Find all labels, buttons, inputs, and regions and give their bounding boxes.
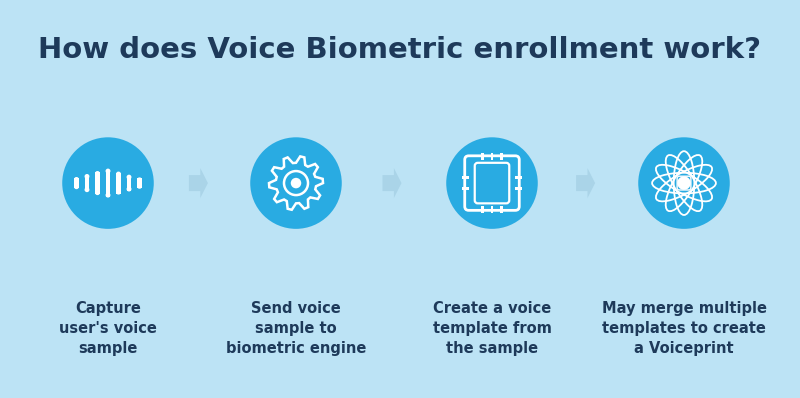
Bar	[482, 153, 484, 160]
Circle shape	[638, 137, 730, 229]
Circle shape	[106, 169, 110, 174]
Circle shape	[74, 184, 79, 189]
Polygon shape	[382, 168, 402, 198]
Text: Send voice
sample to
biometric engine: Send voice sample to biometric engine	[226, 301, 366, 356]
Circle shape	[85, 174, 90, 179]
Text: Create a voice
template from
the sample: Create a voice template from the sample	[433, 301, 551, 356]
Circle shape	[446, 137, 538, 229]
Circle shape	[95, 171, 100, 176]
Bar	[106, 170, 110, 197]
Bar	[500, 153, 502, 160]
Bar	[500, 206, 502, 213]
Circle shape	[116, 190, 121, 195]
Bar	[462, 187, 469, 190]
Polygon shape	[576, 168, 595, 198]
Bar	[85, 175, 90, 191]
Bar	[490, 153, 494, 160]
Bar	[482, 206, 484, 213]
Circle shape	[116, 172, 121, 176]
Bar	[95, 172, 100, 194]
Circle shape	[106, 193, 110, 197]
Bar	[116, 173, 121, 193]
Bar	[515, 187, 522, 190]
Circle shape	[74, 177, 79, 182]
Bar	[137, 178, 142, 188]
Circle shape	[250, 137, 342, 229]
Circle shape	[85, 187, 90, 192]
Circle shape	[290, 178, 302, 188]
Bar	[515, 176, 522, 179]
Circle shape	[137, 178, 142, 182]
Bar	[490, 206, 494, 213]
Text: Capture
user's voice
sample: Capture user's voice sample	[59, 301, 157, 356]
Bar	[126, 176, 131, 191]
Circle shape	[137, 184, 142, 189]
Circle shape	[126, 175, 131, 179]
Text: How does Voice Biometric enrollment work?: How does Voice Biometric enrollment work…	[38, 36, 762, 64]
Bar	[462, 176, 469, 179]
Polygon shape	[189, 168, 208, 198]
Text: May merge multiple
templates to create
a Voiceprint: May merge multiple templates to create a…	[602, 301, 766, 356]
Circle shape	[678, 176, 690, 190]
Bar	[74, 178, 79, 188]
Circle shape	[126, 187, 131, 191]
Circle shape	[95, 190, 100, 195]
Circle shape	[62, 137, 154, 229]
